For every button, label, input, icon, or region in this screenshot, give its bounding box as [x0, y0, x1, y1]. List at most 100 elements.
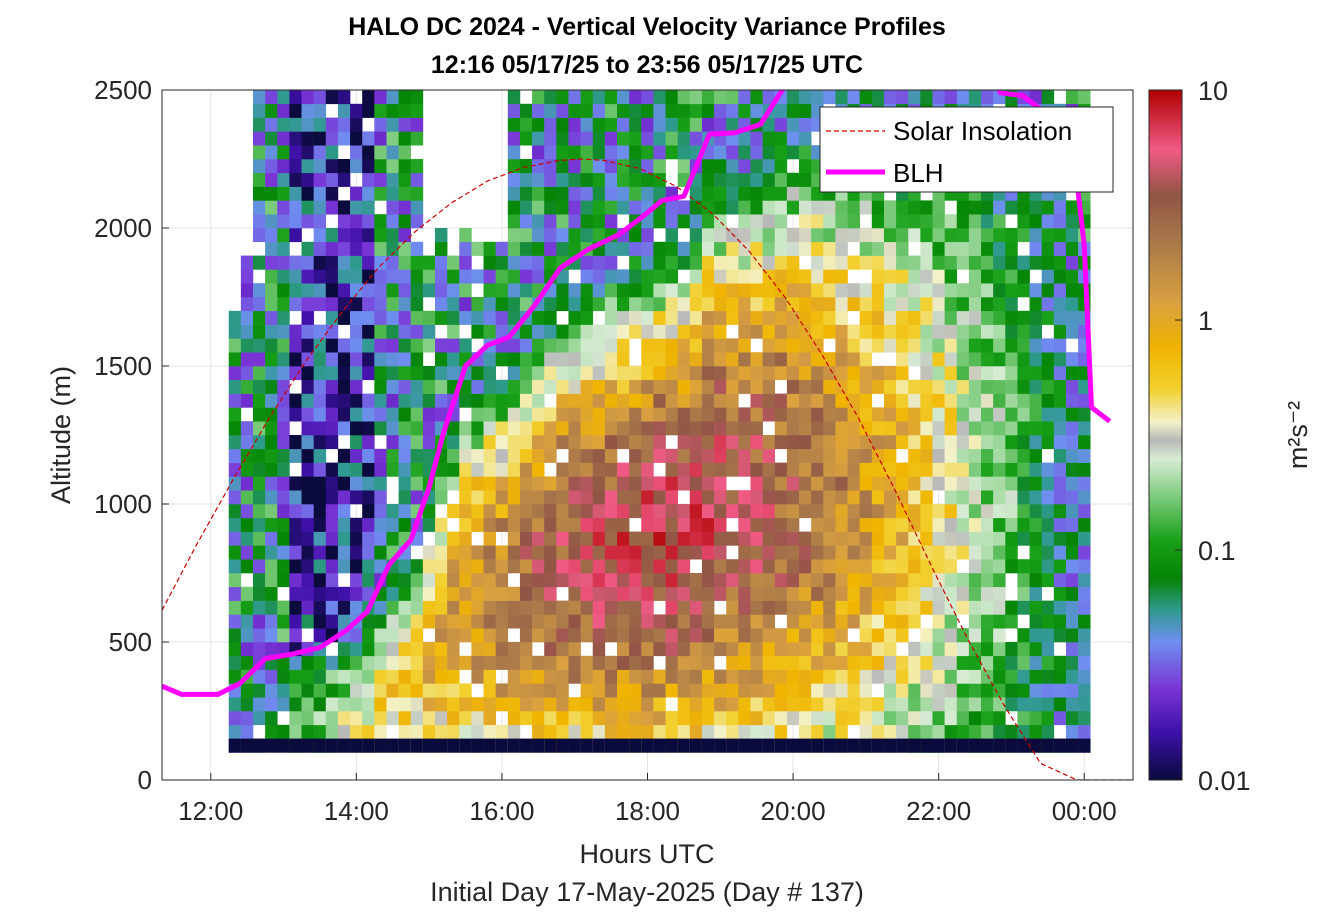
heatmap-cell [738, 214, 751, 229]
heatmap-cell [956, 669, 970, 684]
heatmap-cell [823, 352, 836, 367]
heatmap-cell [908, 655, 921, 670]
heatmap-cell [519, 407, 533, 422]
heatmap-cell [871, 200, 885, 215]
heatmap-cell [1078, 517, 1091, 532]
heatmap-cell [786, 186, 800, 201]
heatmap-cell [265, 366, 278, 381]
heatmap-cell [944, 255, 958, 270]
y-tick-label: 1000 [94, 489, 152, 519]
heatmap-cell [726, 697, 739, 712]
heatmap-cell [774, 145, 788, 160]
heatmap-cell [689, 283, 703, 298]
heatmap-cell [532, 655, 545, 670]
heatmap-cell [362, 628, 375, 643]
heatmap-cell [289, 586, 302, 601]
heatmap-cell [337, 297, 351, 312]
heatmap-cell [641, 366, 654, 381]
heatmap-cell [871, 90, 885, 105]
heatmap-cell [689, 297, 703, 312]
heatmap-cell [1005, 504, 1018, 519]
heatmap-cell [374, 517, 387, 532]
heatmap-cell [701, 614, 715, 629]
heatmap-cell [1005, 683, 1018, 698]
heatmap-cell [532, 131, 545, 146]
heatmap-cell [434, 586, 448, 601]
heatmap-cell [617, 310, 630, 325]
heatmap-cell [398, 504, 412, 519]
heatmap-cell [519, 366, 533, 381]
heatmap-cell [956, 600, 970, 615]
heatmap-cell [350, 338, 363, 353]
heatmap-cell [313, 504, 327, 519]
heatmap-cell [677, 628, 691, 643]
heatmap-cell [750, 504, 763, 519]
heatmap-cell [641, 642, 654, 657]
heatmap-cell [556, 228, 569, 243]
heatmap-cell [301, 255, 314, 270]
heatmap-cell [677, 90, 691, 105]
heatmap-cell [483, 586, 496, 601]
heatmap-cell [350, 352, 363, 367]
heatmap-cell [374, 421, 387, 436]
heatmap-cell [799, 352, 812, 367]
heatmap-cell [410, 642, 424, 657]
heatmap-cell [968, 310, 982, 325]
heatmap-cell [519, 476, 533, 491]
heatmap-cell [544, 724, 557, 739]
heatmap-cell [544, 186, 557, 201]
heatmap-cell [677, 407, 691, 422]
heatmap-cell [859, 255, 873, 270]
heatmap-cell [301, 476, 314, 491]
heatmap-cell [665, 614, 678, 629]
heatmap-cell [738, 738, 751, 753]
heatmap-cell [847, 255, 860, 270]
heatmap-cell [507, 283, 521, 298]
heatmap-cell [835, 283, 848, 298]
heatmap-cell [896, 476, 909, 491]
heatmap-cell [422, 255, 436, 270]
heatmap-cell [1053, 711, 1067, 726]
heatmap-cell [1005, 324, 1018, 339]
heatmap-cell [398, 476, 412, 491]
heatmap-cell [1029, 338, 1042, 353]
heatmap-cell [410, 614, 424, 629]
heatmap-cell [374, 462, 387, 477]
heatmap-cell [835, 241, 848, 256]
heatmap-cell [835, 228, 848, 243]
heatmap-cell [313, 711, 327, 726]
heatmap-cell [774, 324, 788, 339]
heatmap-cell [434, 462, 448, 477]
heatmap-cell [228, 476, 242, 491]
heatmap-cell [714, 393, 727, 408]
heatmap-cell [1065, 269, 1079, 284]
heatmap-cell [471, 711, 484, 726]
heatmap-cell [920, 297, 933, 312]
heatmap-cell [908, 724, 921, 739]
heatmap-cell [471, 669, 484, 684]
heatmap-cell [726, 628, 739, 643]
heatmap-cell [944, 628, 958, 643]
heatmap-cell [374, 310, 387, 325]
heatmap-cell [252, 697, 266, 712]
heatmap-cell [495, 490, 509, 505]
heatmap-cell [956, 90, 970, 105]
heatmap-cell [301, 421, 314, 436]
heatmap-cell [859, 379, 873, 394]
heatmap-cell [956, 504, 970, 519]
heatmap-cell [762, 600, 776, 615]
heatmap-cell [629, 241, 642, 256]
heatmap-cell [750, 683, 763, 698]
heatmap-cell [956, 697, 970, 712]
heatmap-cell [641, 669, 654, 684]
heatmap-cell [993, 228, 1006, 243]
heatmap-cell [750, 490, 763, 505]
heatmap-cell [665, 283, 678, 298]
heatmap-cell [580, 338, 594, 353]
heatmap-cell [447, 545, 460, 560]
heatmap-cell [1029, 531, 1042, 546]
heatmap-cell [920, 476, 933, 491]
heatmap-cell [701, 310, 715, 325]
heatmap-cell [459, 683, 472, 698]
heatmap-cell [252, 711, 266, 726]
